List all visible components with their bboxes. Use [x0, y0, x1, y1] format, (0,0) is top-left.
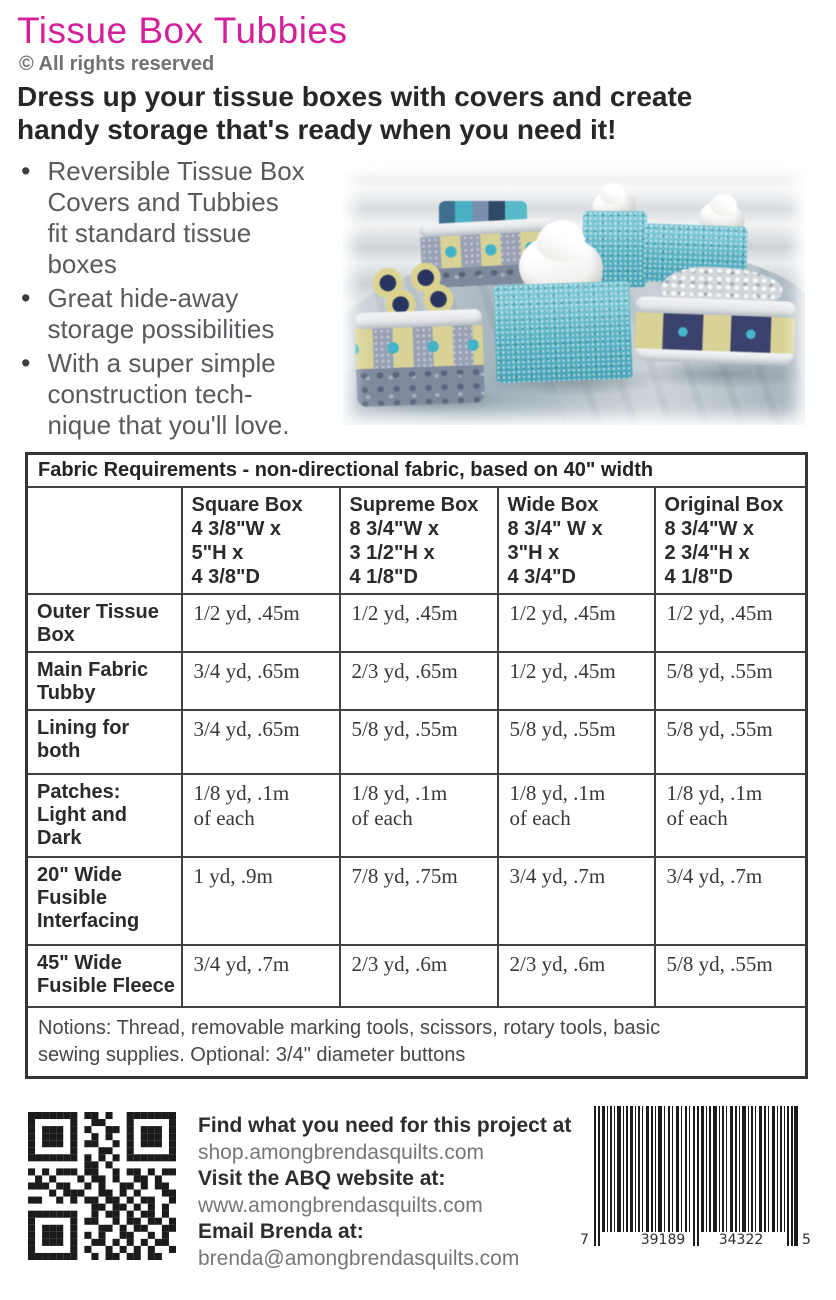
- table-row: Main Fabric Tubby 3/4 yd, .65m 2/3 yd, .…: [25, 650, 808, 711]
- website-prompt: Visit the ABQ website at:: [198, 1167, 446, 1190]
- fabric-value: 3/4 yd, .65m: [180, 650, 341, 711]
- table-row: Lining for both 3/4 yd, .65m 5/8 yd, .55…: [25, 708, 808, 775]
- barcode-digit-group: 39189: [634, 1232, 692, 1248]
- shop-url: shop.amongbrendasquilts.com: [198, 1140, 485, 1164]
- page-title: Tissue Box Tubbies: [17, 10, 348, 51]
- fabric-value: 1/8 yd, .1m of each: [653, 772, 808, 858]
- fabric-value: 5/8 yd, .55m: [653, 943, 808, 1008]
- fabric-value: 3/4 yd, .7m: [496, 855, 656, 946]
- headline: Dress up your tissue boxes with covers a…: [17, 81, 693, 145]
- qr-code: [28, 1112, 176, 1260]
- column-dimensions: 8 3/4" W x 3"H x 4 3/4"D: [507, 517, 603, 588]
- column-header: Supreme Box 8 3/4"W x 3 1/2"H x 4 1/8"D: [338, 485, 499, 595]
- list-item: Great hide-away storage possibilities: [21, 283, 345, 345]
- fabric-value: 1/8 yd, .1m of each: [338, 772, 499, 858]
- column-header: Wide Box 8 3/4" W x 3"H x 4 3/4"D: [496, 485, 656, 595]
- column-name: Supreme Box: [349, 493, 479, 516]
- upc-barcode: 7 39189 34322 5: [580, 1106, 811, 1266]
- email-address: brenda@amongbrendasquilts.com: [198, 1246, 520, 1270]
- row-label: 20" Wide Fusible Interfacing: [25, 855, 183, 946]
- fabric-value: 7/8 yd, .75m: [338, 855, 499, 946]
- row-label: 45" Wide Fusible Fleece: [25, 943, 183, 1008]
- tissue-box-front: [493, 280, 633, 384]
- row-label: Main Fabric Tubby: [25, 650, 183, 711]
- fabric-value: 1/2 yd, .45m: [653, 592, 808, 653]
- row-label: Outer Tissue Box: [25, 592, 183, 653]
- contact-info: Find what you need for this project at s…: [198, 1113, 598, 1272]
- row-label: Lining for both: [25, 708, 183, 775]
- row-label: Patches: Light and Dark: [25, 772, 183, 858]
- fabric-value: 5/8 yd, .55m: [338, 708, 499, 775]
- column-name: Original Box: [664, 493, 784, 516]
- bullet-text: Great hide-away storage possibilities: [47, 283, 275, 344]
- fabric-value: 1/2 yd, .45m: [180, 592, 341, 653]
- bullet-text: Reversible Tissue Box Covers and Tubbies…: [47, 156, 305, 279]
- fabric-value: 1/2 yd, .45m: [496, 592, 656, 653]
- column-name: Wide Box: [507, 493, 599, 516]
- column-dimensions: 8 3/4"W x 3 1/2"H x 4 1/8"D: [349, 517, 440, 588]
- fabric-value: 2/3 yd, .6m: [496, 943, 656, 1008]
- photo-scene: [343, 163, 805, 425]
- fabric-requirements-table: Fabric Requirements - non-directional fa…: [25, 452, 809, 1079]
- list-item: Reversible Tissue Box Covers and Tubbies…: [21, 156, 345, 280]
- fabric-value: 1 yd, .9m: [180, 855, 341, 946]
- fabric-value: 1/8 yd, .1m of each: [180, 772, 341, 858]
- fabric-value: 3/4 yd, .65m: [180, 708, 341, 775]
- fabric-value: 5/8 yd, .55m: [653, 650, 808, 711]
- bullet-text: With a super simple construction tech- n…: [47, 348, 290, 440]
- column-dimensions: 8 3/4"W x 2 3/4"H x 4 1/8"D: [664, 517, 755, 588]
- column-header: Square Box 4 3/8"W x 5"H x 4 3/8"D: [180, 485, 341, 595]
- tubby-front-basket: [353, 262, 486, 408]
- corner-cell: [25, 485, 183, 595]
- fabric-value: 1/2 yd, .45m: [338, 592, 499, 653]
- product-photo: [343, 163, 805, 425]
- feature-bullet-list: Reversible Tissue Box Covers and Tubbies…: [21, 156, 345, 444]
- column-header: Original Box 8 3/4"W x 2 3/4"H x 4 1/8"D: [653, 485, 808, 595]
- website-url: www.amongbrendasquilts.com: [198, 1193, 483, 1217]
- notions-note: Notions: Thread, removable marking tools…: [25, 1005, 808, 1078]
- column-name: Square Box: [191, 493, 303, 516]
- column-dimensions: 4 3/8"W x 5"H x 4 3/8"D: [191, 517, 282, 588]
- copyright-line: © All rights reserved: [19, 53, 215, 75]
- email-prompt: Email Brenda at:: [198, 1220, 364, 1243]
- fabric-value: 3/4 yd, .7m: [653, 855, 808, 946]
- table-row: 45" Wide Fusible Fleece 3/4 yd, .7m 2/3 …: [25, 943, 808, 1008]
- fabric-value: 1/8 yd, .1m of each: [496, 772, 656, 858]
- barcode-digit-group: 34322: [712, 1232, 770, 1248]
- barcode-digit: 7: [580, 1232, 589, 1248]
- barcode-digit: 5: [802, 1232, 811, 1248]
- fabric-value: 2/3 yd, .65m: [338, 650, 499, 711]
- tubby-band: [354, 324, 484, 370]
- tubby-band: [634, 312, 796, 354]
- tubby-base: [355, 364, 486, 408]
- fabric-value: 5/8 yd, .55m: [496, 708, 656, 775]
- fabric-value: 2/3 yd, .6m: [338, 943, 499, 1008]
- table-row: Patches: Light and Dark 1/8 yd, .1m of e…: [25, 772, 808, 858]
- fabric-value: 3/4 yd, .7m: [180, 943, 341, 1008]
- shop-prompt: Find what you need for this project at: [198, 1114, 572, 1137]
- table-row: Outer Tissue Box 1/2 yd, .45m 1/2 yd, .4…: [25, 592, 808, 653]
- table-caption: Fabric Requirements - non-directional fa…: [25, 452, 808, 488]
- tubby-right-basket: [633, 265, 797, 376]
- list-item: With a super simple construction tech- n…: [21, 348, 345, 441]
- column-header-row: Square Box 4 3/8"W x 5"H x 4 3/8"D Suprem…: [25, 485, 808, 595]
- fabric-value: 5/8 yd, .55m: [653, 708, 808, 775]
- fabric-value: 1/2 yd, .45m: [496, 650, 656, 711]
- table-row: 20" Wide Fusible Interfacing 1 yd, .9m 7…: [25, 855, 808, 946]
